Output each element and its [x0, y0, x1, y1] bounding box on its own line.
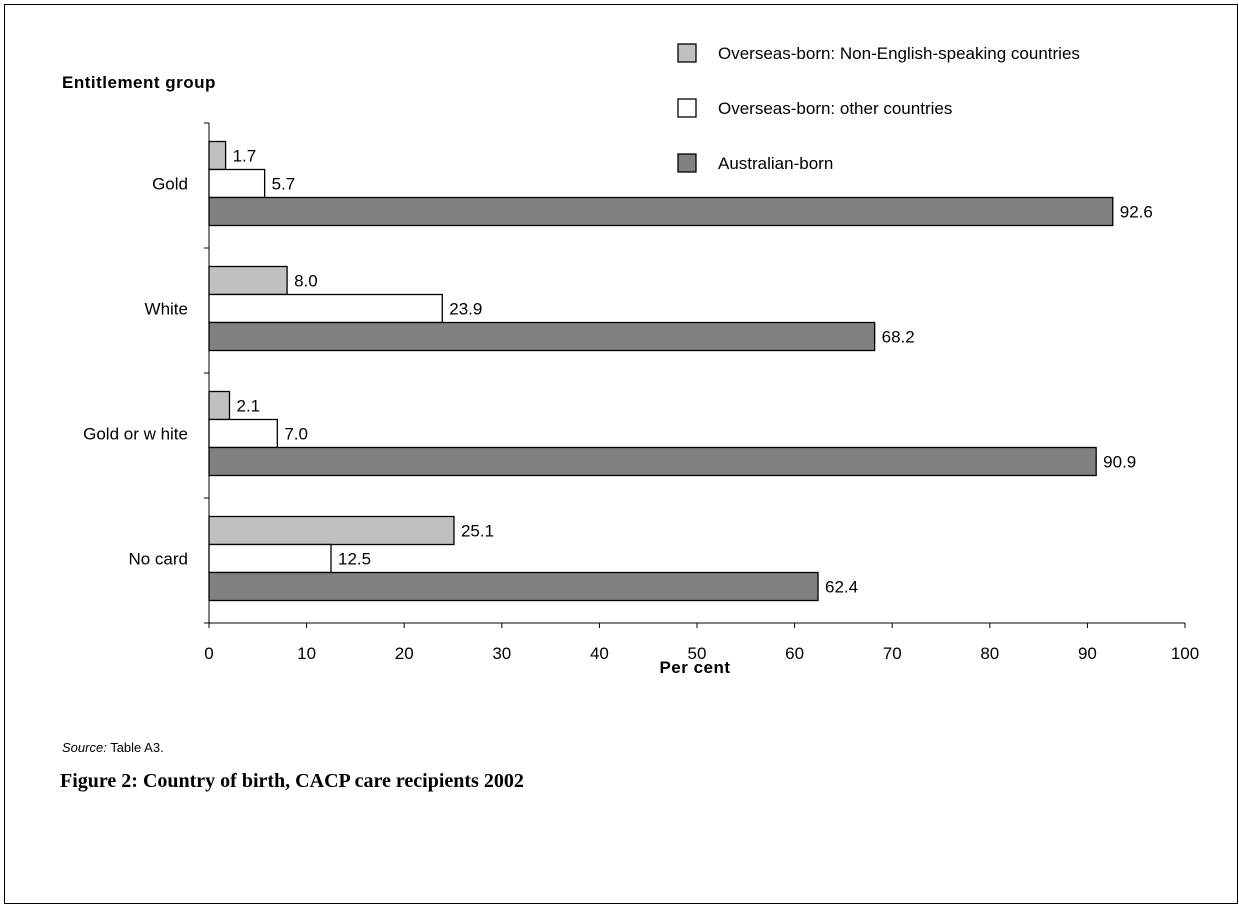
bar-1-2 [208, 265, 288, 296]
bar-2-2 [208, 293, 443, 324]
source-text: Table A3. [106, 740, 164, 755]
category-label-1: Gold [152, 175, 188, 194]
legend-swatch-2 [677, 98, 697, 118]
y-axis-title: Entitlement group [62, 73, 216, 92]
bar-2-3 [208, 418, 278, 449]
x-tick-label-4: 30 [492, 644, 511, 663]
bar-1-3 [208, 390, 231, 421]
bar-3-3 [208, 446, 1097, 477]
legend: Overseas-born: Non-English-speaking coun… [677, 43, 1080, 173]
data-label-3-3: 90.9 [1103, 453, 1136, 472]
category-label-3: Gold or w hite [83, 425, 188, 444]
data-label-1-4: 25.1 [461, 522, 494, 541]
x-tick-label-10: 90 [1078, 644, 1097, 663]
data-label-3-4: 62.4 [825, 578, 858, 597]
data-label-2-1: 5.7 [272, 175, 296, 194]
x-tick-label-5: 40 [590, 644, 609, 663]
bar-1-1 [208, 140, 227, 171]
data-label-1-1: 1.7 [233, 147, 257, 166]
legend-label-3: Australian-born [718, 154, 833, 173]
x-tick-label-9: 80 [980, 644, 999, 663]
data-label-3-1: 92.6 [1120, 203, 1153, 222]
bar-3-4 [208, 571, 819, 602]
data-label-1-3: 2.1 [236, 397, 260, 416]
legend-swatch-3 [677, 153, 697, 173]
x-tick-label-7: 60 [785, 644, 804, 663]
bar-chart: Entitlement group Per cent Overseas-born… [62, 43, 1199, 677]
bar-3-1 [208, 196, 1114, 227]
x-tick-label-8: 70 [883, 644, 902, 663]
data-label-1-2: 8.0 [294, 272, 318, 291]
data-label-2-2: 23.9 [449, 300, 482, 319]
data-label-2-4: 12.5 [338, 550, 371, 569]
x-tick-label-11: 100 [1171, 644, 1199, 663]
bars-group: 1.7 5.7 92.6 8.0 23.9 68.2 2.1 7.0 90.9 25.1 12.5 6… [208, 140, 1153, 602]
source-note: Source: Table A3. [62, 740, 164, 755]
bar-3-2 [208, 321, 876, 352]
bar-2-4 [208, 543, 332, 574]
category-label-4: No card [128, 550, 188, 569]
bar-1-4 [208, 515, 455, 546]
category-label-2: White [145, 300, 188, 319]
legend-label-2: Overseas-born: other countries [718, 99, 952, 118]
legend-swatch-1 [677, 43, 697, 63]
data-label-3-2: 68.2 [882, 328, 915, 347]
source-prefix: Source: [62, 740, 107, 755]
x-axis-title: Per cent [659, 658, 730, 677]
axes-group: Gold White Gold or w hite No card 0 10 20 30 40 5… [83, 122, 1199, 663]
figure-caption: Figure 2: Country of birth, CACP care re… [60, 770, 524, 792]
x-tick-label-1: 0 [204, 644, 213, 663]
data-label-2-3: 7.0 [284, 425, 308, 444]
x-tick-label-3: 20 [395, 644, 414, 663]
x-tick-label-2: 10 [297, 644, 316, 663]
legend-label-1: Overseas-born: Non-English-speaking coun… [718, 44, 1080, 63]
x-tick-label-6: 50 [688, 644, 707, 663]
bar-2-1 [208, 168, 266, 199]
